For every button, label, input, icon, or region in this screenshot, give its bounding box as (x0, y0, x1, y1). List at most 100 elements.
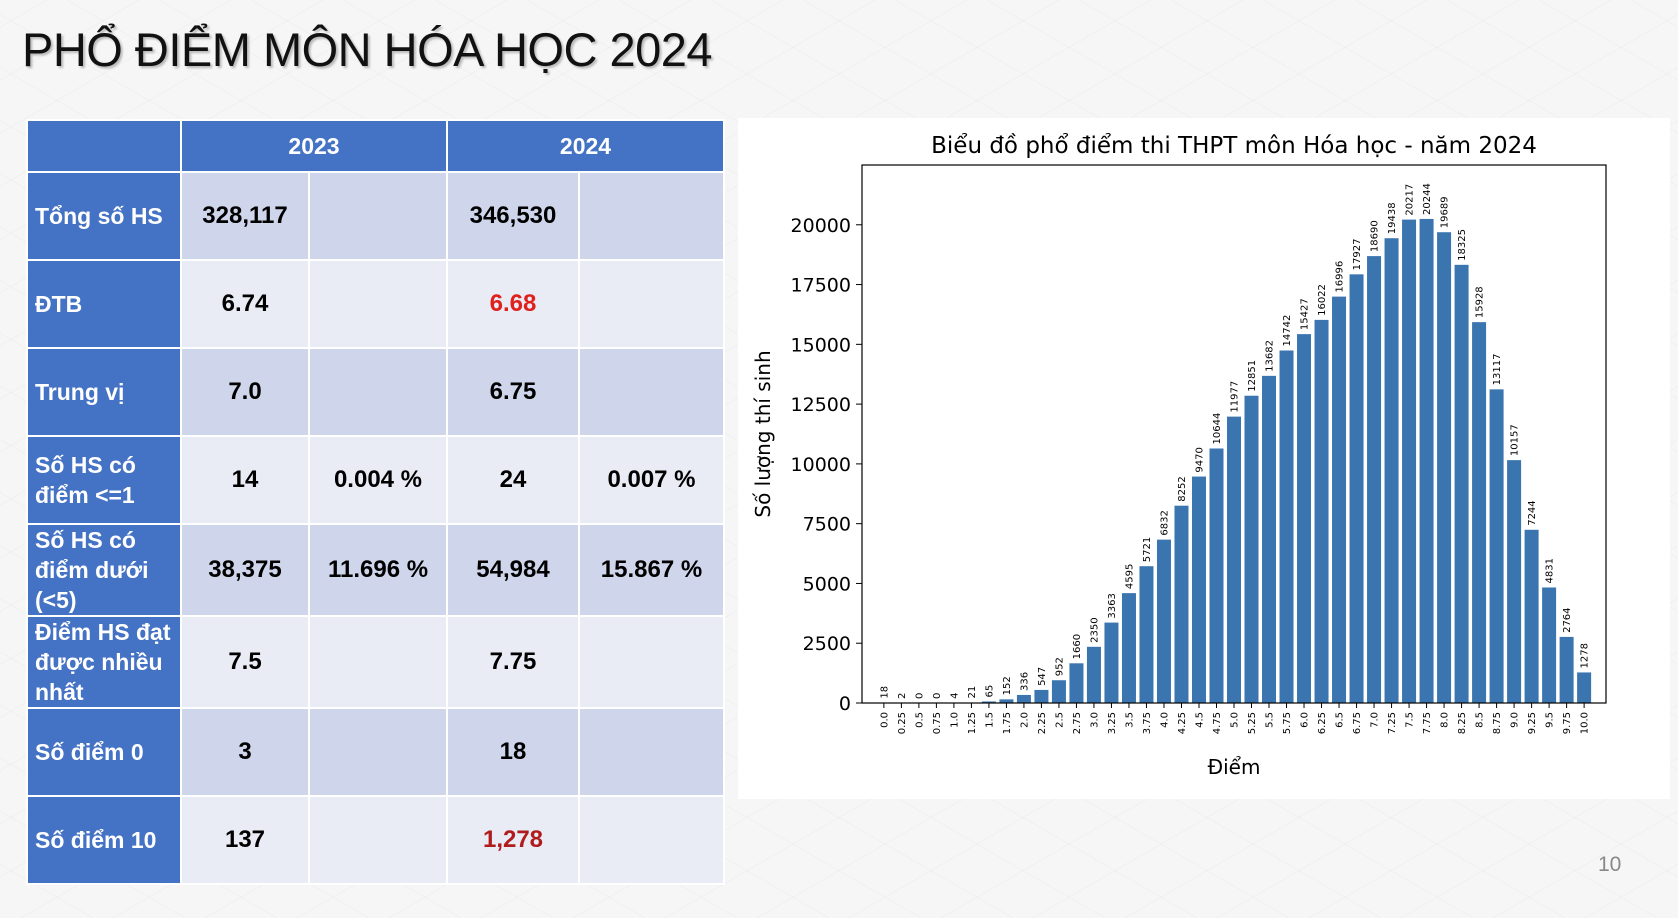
x-tick-label: 0.5 (914, 712, 925, 728)
value-2023: 6.74 (180, 259, 310, 349)
x-tick-label: 1.25 (967, 712, 978, 734)
percent-2024 (578, 347, 725, 437)
bar-value-label: 15427 (1300, 298, 1311, 330)
value-2024: 1,278 (446, 795, 580, 885)
bar-value-label: 10644 (1212, 413, 1223, 445)
chart-bar (1314, 319, 1329, 703)
header-cell-2024: 2024 (446, 119, 725, 173)
x-tick-label: 3.0 (1089, 712, 1100, 728)
bar-value-label: 952 (1054, 657, 1065, 676)
x-tick-label: 5.5 (1265, 712, 1276, 728)
bar-value-label: 3363 (1107, 593, 1118, 618)
chart-title: Biểu đồ phổ điểm thi THPT môn Hóa học - … (931, 133, 1537, 159)
percent-2023 (308, 259, 448, 349)
bar-value-label: 16022 (1317, 284, 1328, 316)
x-tick-label: 4.25 (1177, 712, 1188, 734)
x-tick-label: 6.75 (1352, 712, 1363, 734)
y-tick-label: 17500 (791, 275, 851, 297)
x-tick-label: 5.75 (1282, 712, 1293, 734)
chart-bar (1542, 587, 1557, 703)
row-label: Số HS có điểm dưới (<5) (26, 523, 182, 617)
percent-2023 (308, 347, 448, 437)
header-cell-empty (26, 119, 182, 173)
chart-bar (1016, 694, 1031, 703)
table-row: Số HS có điểm <=1 14 0.004 % 24 0.007 % (26, 435, 725, 525)
bar-value-label: 12851 (1247, 360, 1258, 392)
x-tick-label: 7.0 (1370, 712, 1381, 728)
chart-bar (1139, 566, 1154, 703)
y-tick-label: 15000 (791, 334, 851, 356)
value-2023: 14 (180, 435, 310, 525)
row-label: Số điểm 10 (26, 795, 182, 885)
chart-bar (999, 699, 1014, 703)
chart-bar (1034, 689, 1049, 703)
x-tick-label: 1.75 (1002, 712, 1013, 734)
table-header-row: 2023 2024 (26, 119, 725, 173)
percent-2023 (308, 795, 448, 885)
y-axis-label: Số lượng thí sinh (751, 350, 775, 517)
row-label: Điểm HS đạt được nhiều nhất (26, 615, 182, 709)
percent-2024 (578, 795, 725, 885)
page-title: PHỔ ĐIỂM MÔN HÓA HỌC 2024 (22, 23, 713, 76)
chart-bar (1472, 322, 1487, 703)
percent-2024: 15.867 % (578, 523, 725, 617)
percent-2023: 0.004 % (308, 435, 448, 525)
percent-2024 (578, 615, 725, 709)
table-row: Điểm HS đạt được nhiều nhất 7.5 7.75 (26, 615, 725, 709)
table-row: Số điểm 10 137 1,278 (26, 795, 725, 885)
x-tick-label: 7.75 (1422, 712, 1433, 734)
percent-2024 (578, 171, 725, 261)
chart-bar (1577, 672, 1592, 703)
value-2023: 328,117 (180, 171, 310, 261)
bar-value-label: 4831 (1545, 558, 1556, 583)
value-2023: 3 (180, 707, 310, 797)
bar-value-label: 18 (879, 686, 890, 699)
x-tick-label: 3.75 (1142, 712, 1153, 734)
chart-bar (1104, 622, 1119, 703)
chart-bar (1051, 680, 1066, 703)
bar-value-label: 4595 (1124, 564, 1135, 589)
bar-value-label: 0 (932, 693, 943, 699)
chart-bar (1454, 264, 1469, 703)
chart-bar (1507, 460, 1522, 703)
chart-bar (1156, 539, 1171, 703)
bar-value-label: 2350 (1089, 617, 1100, 642)
chart-bar (1332, 296, 1347, 703)
percent-2024 (578, 707, 725, 797)
chart-bar (1419, 218, 1434, 703)
x-tick-label: 2.0 (1019, 712, 1030, 728)
bar-value-label: 19689 (1440, 196, 1451, 228)
bar-value-label: 19438 (1387, 202, 1398, 234)
x-tick-label: 8.25 (1457, 712, 1468, 734)
bar-value-label: 20217 (1405, 184, 1416, 216)
bar-value-label: 2764 (1562, 607, 1573, 632)
bar-value-label: 8252 (1177, 476, 1188, 501)
bar-value-label: 6832 (1159, 510, 1170, 535)
y-tick-label: 10000 (791, 454, 851, 476)
x-tick-label: 8.75 (1492, 712, 1503, 734)
y-tick-label: 7500 (803, 514, 851, 536)
chart-bar (1209, 448, 1224, 703)
x-tick-label: 0.75 (932, 712, 943, 734)
bar-value-label: 0 (914, 693, 925, 699)
bar-value-label: 18325 (1457, 229, 1468, 261)
table-row: Trung vị 7.0 6.75 (26, 347, 725, 437)
score-distribution-chart: Biểu đồ phổ điểm thi THPT môn Hóa học - … (751, 133, 1607, 779)
chart-bar (1262, 375, 1277, 703)
x-tick-label: 3.25 (1107, 712, 1118, 734)
value-2023: 38,375 (180, 523, 310, 617)
row-label: Số điểm 0 (26, 707, 182, 797)
chart-bar (1402, 219, 1417, 704)
chart-bar (1279, 350, 1294, 703)
chart-bar (1524, 529, 1539, 703)
value-2023: 7.5 (180, 615, 310, 709)
chart-bar (1297, 334, 1312, 703)
chart-bar (1367, 256, 1382, 703)
x-tick-label: 9.25 (1527, 712, 1538, 734)
bar-value-label: 1660 (1072, 634, 1083, 659)
x-tick-label: 7.5 (1405, 712, 1416, 728)
value-2023: 7.0 (180, 347, 310, 437)
row-label: Số HS có điểm <=1 (26, 435, 182, 525)
bar-value-label: 2 (897, 693, 908, 699)
table-row: Số điểm 0 3 18 (26, 707, 725, 797)
